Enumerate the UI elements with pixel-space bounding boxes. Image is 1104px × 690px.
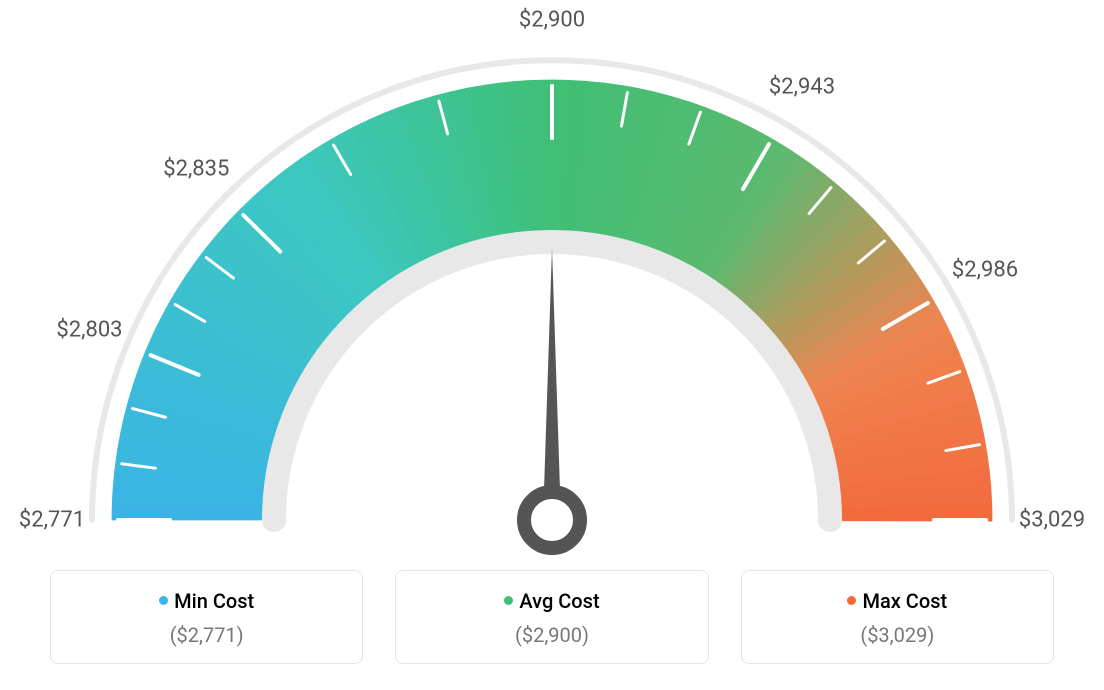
gauge-tick-label: $2,835 [163,156,229,181]
gauge-tick-label: $2,943 [769,74,835,99]
legend-title-max: Max Cost [754,589,1041,613]
legend-card-min: Min Cost ($2,771) [50,570,363,664]
legend-dot-avg [504,596,513,605]
gauge-svg [0,0,1104,560]
legend-dot-max [847,596,856,605]
legend-title-avg-text: Avg Cost [519,589,599,613]
gauge-tick-label: $3,029 [1019,508,1085,533]
legend-title-min: Min Cost [63,589,350,613]
gauge-tick-label: $2,986 [952,258,1018,283]
legend-title-max-text: Max Cost [862,589,947,613]
gauge-chart: $2,771 $2,803 $2,835 $2,900 $2,943 $2,986 $3,0… [0,0,1104,560]
gauge-tick-label: $2,900 [519,8,585,33]
gauge-tick-label: $2,803 [56,318,122,343]
legend-title-avg: Avg Cost [408,589,695,613]
legend-title-min-text: Min Cost [174,589,254,613]
legend-value-avg: ($2,900) [408,623,695,647]
legend-row: Min Cost ($2,771) Avg Cost ($2,900) Max … [0,570,1104,664]
legend-value-max: ($3,029) [754,623,1041,647]
legend-dot-min [159,596,168,605]
legend-value-min: ($2,771) [63,623,350,647]
gauge-tick-label: $2,771 [19,508,85,533]
legend-card-avg: Avg Cost ($2,900) [395,570,708,664]
legend-card-max: Max Cost ($3,029) [741,570,1054,664]
